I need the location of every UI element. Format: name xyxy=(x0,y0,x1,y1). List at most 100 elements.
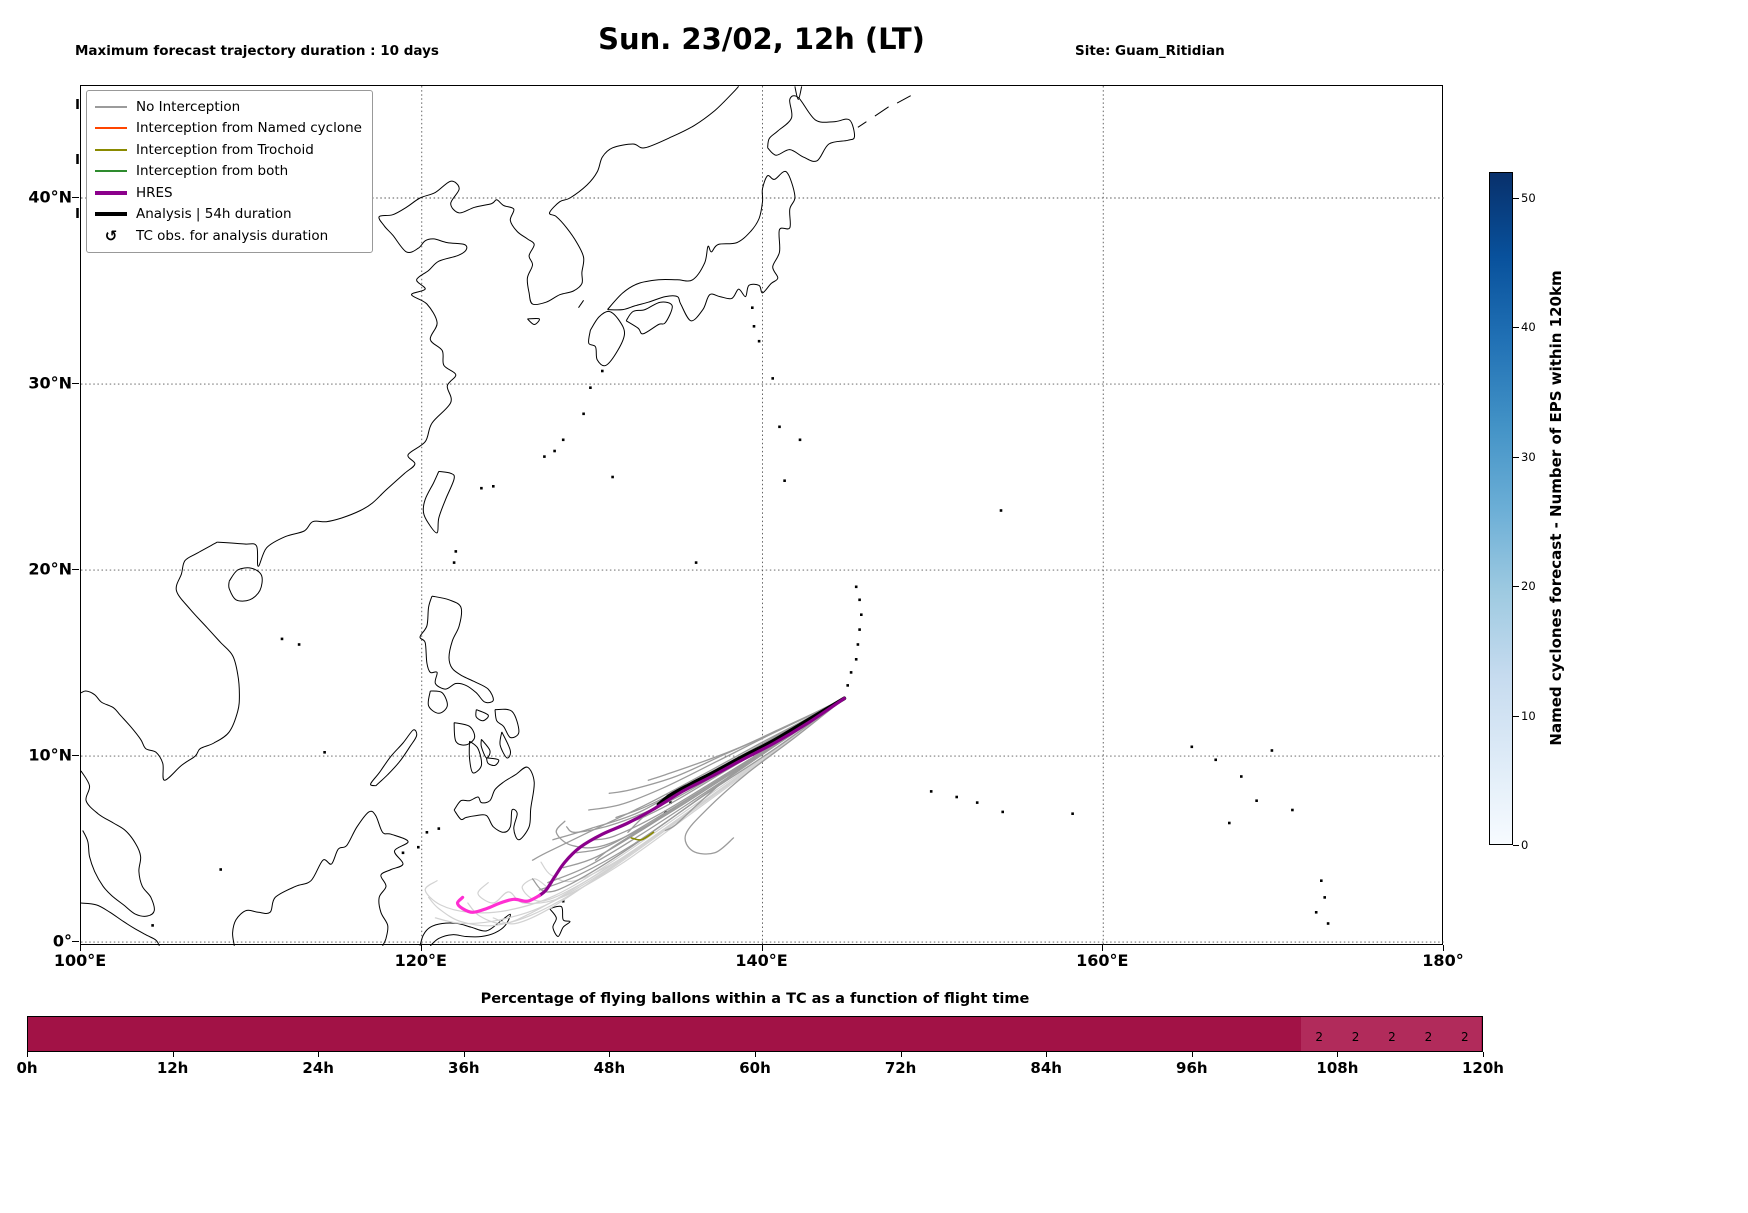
island-dot xyxy=(858,598,861,602)
y-tick-mark xyxy=(72,941,79,943)
coastline xyxy=(419,595,494,704)
island-dot xyxy=(151,924,154,927)
island-dot xyxy=(999,509,1003,512)
legend-item: Analysis | 54h duration xyxy=(95,204,362,226)
legend-label: Analysis | 54h duration xyxy=(136,206,292,223)
x-tick-label: 180° xyxy=(1422,951,1464,970)
trajectory-hres-extension xyxy=(455,894,541,914)
island-dot xyxy=(1270,749,1274,752)
trajectory-trochoid xyxy=(630,831,655,841)
colorbar-tick-mark xyxy=(1513,715,1519,717)
legend-line-swatch xyxy=(95,170,127,173)
legend-label: No Interception xyxy=(136,98,241,115)
param-line-duration: Maximum forecast trajectory duration : 1… xyxy=(75,43,439,60)
colorbar-tick-mark xyxy=(1513,456,1519,458)
x-tick-label: 140°E xyxy=(735,951,788,970)
legend-line xyxy=(95,212,127,217)
island-dot xyxy=(1291,808,1294,812)
flight-axis-tick-mark xyxy=(755,1052,756,1057)
island-dot xyxy=(752,325,756,328)
colorbar-tick-label: 40 xyxy=(1521,320,1536,335)
coastline xyxy=(370,729,418,787)
flight-axis-tick-label: 108h xyxy=(1316,1059,1359,1077)
flight-axis-tick-mark xyxy=(27,1052,28,1057)
island-dot xyxy=(425,831,429,834)
x-tick-mark xyxy=(1102,945,1104,951)
island-dot xyxy=(858,628,861,631)
island-dot xyxy=(929,790,933,793)
colorbar-tick-label: 10 xyxy=(1521,708,1536,723)
flight-axis-tick-mark xyxy=(1483,1052,1484,1057)
legend-item: No Interception xyxy=(95,96,362,118)
flight-axis-tick-mark xyxy=(609,1052,611,1057)
coastline xyxy=(228,567,263,602)
legend-line-swatch xyxy=(95,105,127,108)
flight-axis-tick-mark xyxy=(900,1052,902,1057)
legend-line xyxy=(95,148,127,151)
island-dot xyxy=(1214,758,1217,762)
coastline xyxy=(499,731,511,759)
coastline xyxy=(81,770,155,917)
coastline xyxy=(578,300,585,308)
flight-axis-tick-label: 96h xyxy=(1176,1059,1208,1077)
coastline xyxy=(419,913,511,946)
island-dot xyxy=(280,637,284,641)
legend-label: Interception from Named cyclone xyxy=(136,120,362,137)
coastline xyxy=(81,902,160,946)
coastline xyxy=(475,709,489,722)
island-dot xyxy=(492,485,495,488)
island-dot xyxy=(860,613,863,616)
island-dot xyxy=(975,801,979,804)
legend-item: Interception from both xyxy=(95,161,362,183)
x-tick-label: 120°E xyxy=(394,951,447,970)
coastline xyxy=(217,86,739,567)
legend-line xyxy=(95,190,127,195)
flight-bar-value: 2 xyxy=(1315,1030,1324,1044)
coastline xyxy=(588,310,626,367)
island-dot xyxy=(664,810,667,814)
trajectory-no_interception xyxy=(647,697,845,781)
legend-line-swatch xyxy=(95,190,127,195)
legend-label: Interception from both xyxy=(136,163,289,180)
legend-line xyxy=(95,127,127,130)
island-dot xyxy=(856,643,860,646)
island-dot xyxy=(437,827,441,830)
flight-axis-tick-mark xyxy=(1191,1052,1193,1057)
island-dot xyxy=(561,899,565,903)
coastline xyxy=(767,95,856,162)
island-dot xyxy=(1320,879,1323,882)
coastline xyxy=(232,810,409,946)
island-dot xyxy=(452,561,456,564)
legend-line xyxy=(95,105,127,108)
trajectory-no_interception xyxy=(684,697,845,855)
flight-axis-tick-mark xyxy=(318,1052,320,1057)
island-dot xyxy=(854,585,858,589)
flight-axis-tick-label: 0h xyxy=(16,1059,38,1077)
coastline xyxy=(857,121,867,128)
coastline xyxy=(607,170,796,322)
x-tick-mark xyxy=(1443,945,1444,951)
colorbar-tick-label: 20 xyxy=(1521,579,1536,594)
island-dot xyxy=(1001,810,1004,814)
island-dot xyxy=(798,438,802,442)
island-dot xyxy=(401,851,405,855)
flight-axis-tick-mark xyxy=(463,1052,465,1057)
legend-line-swatch xyxy=(95,127,127,130)
legend-label: HRES xyxy=(136,184,173,201)
island-dot xyxy=(757,339,761,343)
colorbar-label: Named cyclones forecast - Number of EPS … xyxy=(1547,270,1565,746)
flight-bar-highlight xyxy=(1301,1017,1481,1051)
x-tick-label: 160°E xyxy=(1076,951,1129,970)
trajectory-analysis xyxy=(656,696,847,807)
coastline xyxy=(422,470,455,534)
coastline xyxy=(549,905,571,938)
x-tick-label: 100°E xyxy=(53,951,107,970)
island-dot xyxy=(669,801,672,804)
coastline xyxy=(427,690,448,714)
trajectory-faded xyxy=(424,697,845,914)
y-tick-mark xyxy=(72,569,79,571)
y-tick-mark xyxy=(72,196,79,198)
x-tick-mark xyxy=(761,945,763,951)
legend-label: Interception from Trochoid xyxy=(136,141,314,158)
y-tick-label: 0° xyxy=(52,931,72,951)
